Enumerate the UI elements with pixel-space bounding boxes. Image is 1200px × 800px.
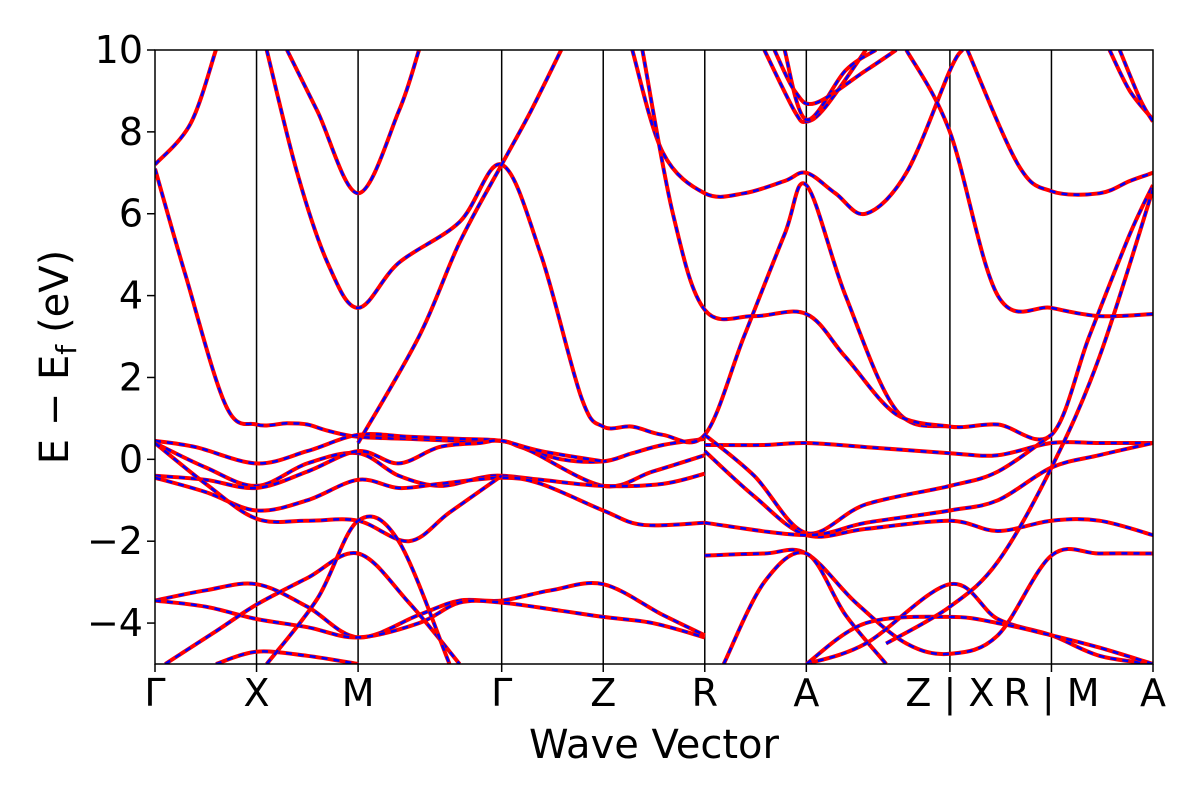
x-tick-label: Γ	[491, 671, 512, 715]
band-26-solid	[885, 188, 1153, 646]
x-tick-label: Z | X	[905, 671, 994, 716]
x-tick-label: Z	[590, 671, 616, 715]
y-tick-label: 6	[119, 192, 143, 236]
band-2-dashed	[155, 168, 705, 464]
y-axis-title-main: E − E	[32, 355, 78, 465]
y-ticks: −4 −2 0 2 4 6 8 10	[87, 28, 155, 645]
band-26-dashed	[885, 188, 1153, 645]
band-17-solid	[640, 50, 951, 429]
band-16-dashed	[631, 50, 964, 216]
kpoint-lines	[255, 50, 1053, 664]
band-20-solid	[703, 449, 1153, 539]
plot-frame	[154, 49, 1154, 665]
x-axis-title: Wave Vector	[529, 722, 780, 768]
band-21-dashed	[704, 441, 1153, 537]
band-4-dashed	[155, 441, 706, 488]
x-tick-label: R	[692, 671, 718, 715]
band-18-dashed	[704, 440, 1153, 458]
band-31-solid	[965, 50, 1153, 197]
band-15-dashed	[357, 50, 563, 444]
band-7-dashed	[155, 442, 503, 543]
x-tick-label: X	[244, 671, 270, 715]
x-tick-label: A	[1140, 671, 1166, 715]
y-axis-title-unit: (eV)	[32, 250, 78, 333]
y-tick-label: 2	[119, 355, 143, 399]
x-tick-label: Γ	[144, 671, 165, 715]
y-tick-label: 8	[119, 110, 143, 154]
band-11-dashed	[215, 650, 359, 664]
band-12-dashed	[265, 515, 451, 664]
band-3-dashed	[155, 432, 706, 488]
band-13-dashed	[285, 50, 421, 195]
band-17-dashed	[641, 50, 951, 428]
band-30-dashed	[905, 50, 1153, 318]
band-5-dashed	[155, 439, 604, 490]
band-9-dashed	[155, 599, 706, 639]
band-18-solid	[704, 440, 1153, 458]
band-29-dashed	[773, 50, 897, 106]
band-24-dashed	[805, 582, 1153, 664]
band-8-dashed	[155, 581, 706, 639]
band-22-solid	[704, 546, 1153, 657]
y-axis-title: E − Ef (eV)	[32, 250, 83, 465]
band-1-dashed	[155, 50, 218, 166]
band-1-solid	[155, 50, 218, 166]
band-19-dashed	[704, 433, 1053, 535]
band-14-dashed	[265, 50, 1153, 444]
x-tick-label: R | M	[1003, 671, 1099, 716]
x-tick-label: M	[342, 671, 375, 715]
band-25-dashed	[805, 615, 1153, 664]
bands	[155, 50, 1153, 664]
band-10-dashed	[164, 551, 461, 664]
y-tick-label: 4	[119, 274, 143, 318]
band-6-dashed	[155, 476, 705, 527]
y-axis-title-sub: f	[50, 344, 83, 355]
y-tick-label: 0	[119, 437, 143, 481]
band-23-dashed	[722, 551, 888, 664]
y-tick-label: 10	[95, 28, 143, 72]
band-13-solid	[285, 50, 421, 196]
band-31-dashed	[966, 50, 1153, 196]
x-tick-label: A	[793, 671, 819, 715]
band-28-dashed	[783, 50, 877, 121]
y-tick-label: −2	[87, 519, 143, 563]
band-33-dashed	[1118, 50, 1153, 123]
band-22-dashed	[704, 547, 1153, 656]
band-20-dashed	[703, 450, 1153, 538]
y-tick-label: −4	[87, 601, 143, 645]
